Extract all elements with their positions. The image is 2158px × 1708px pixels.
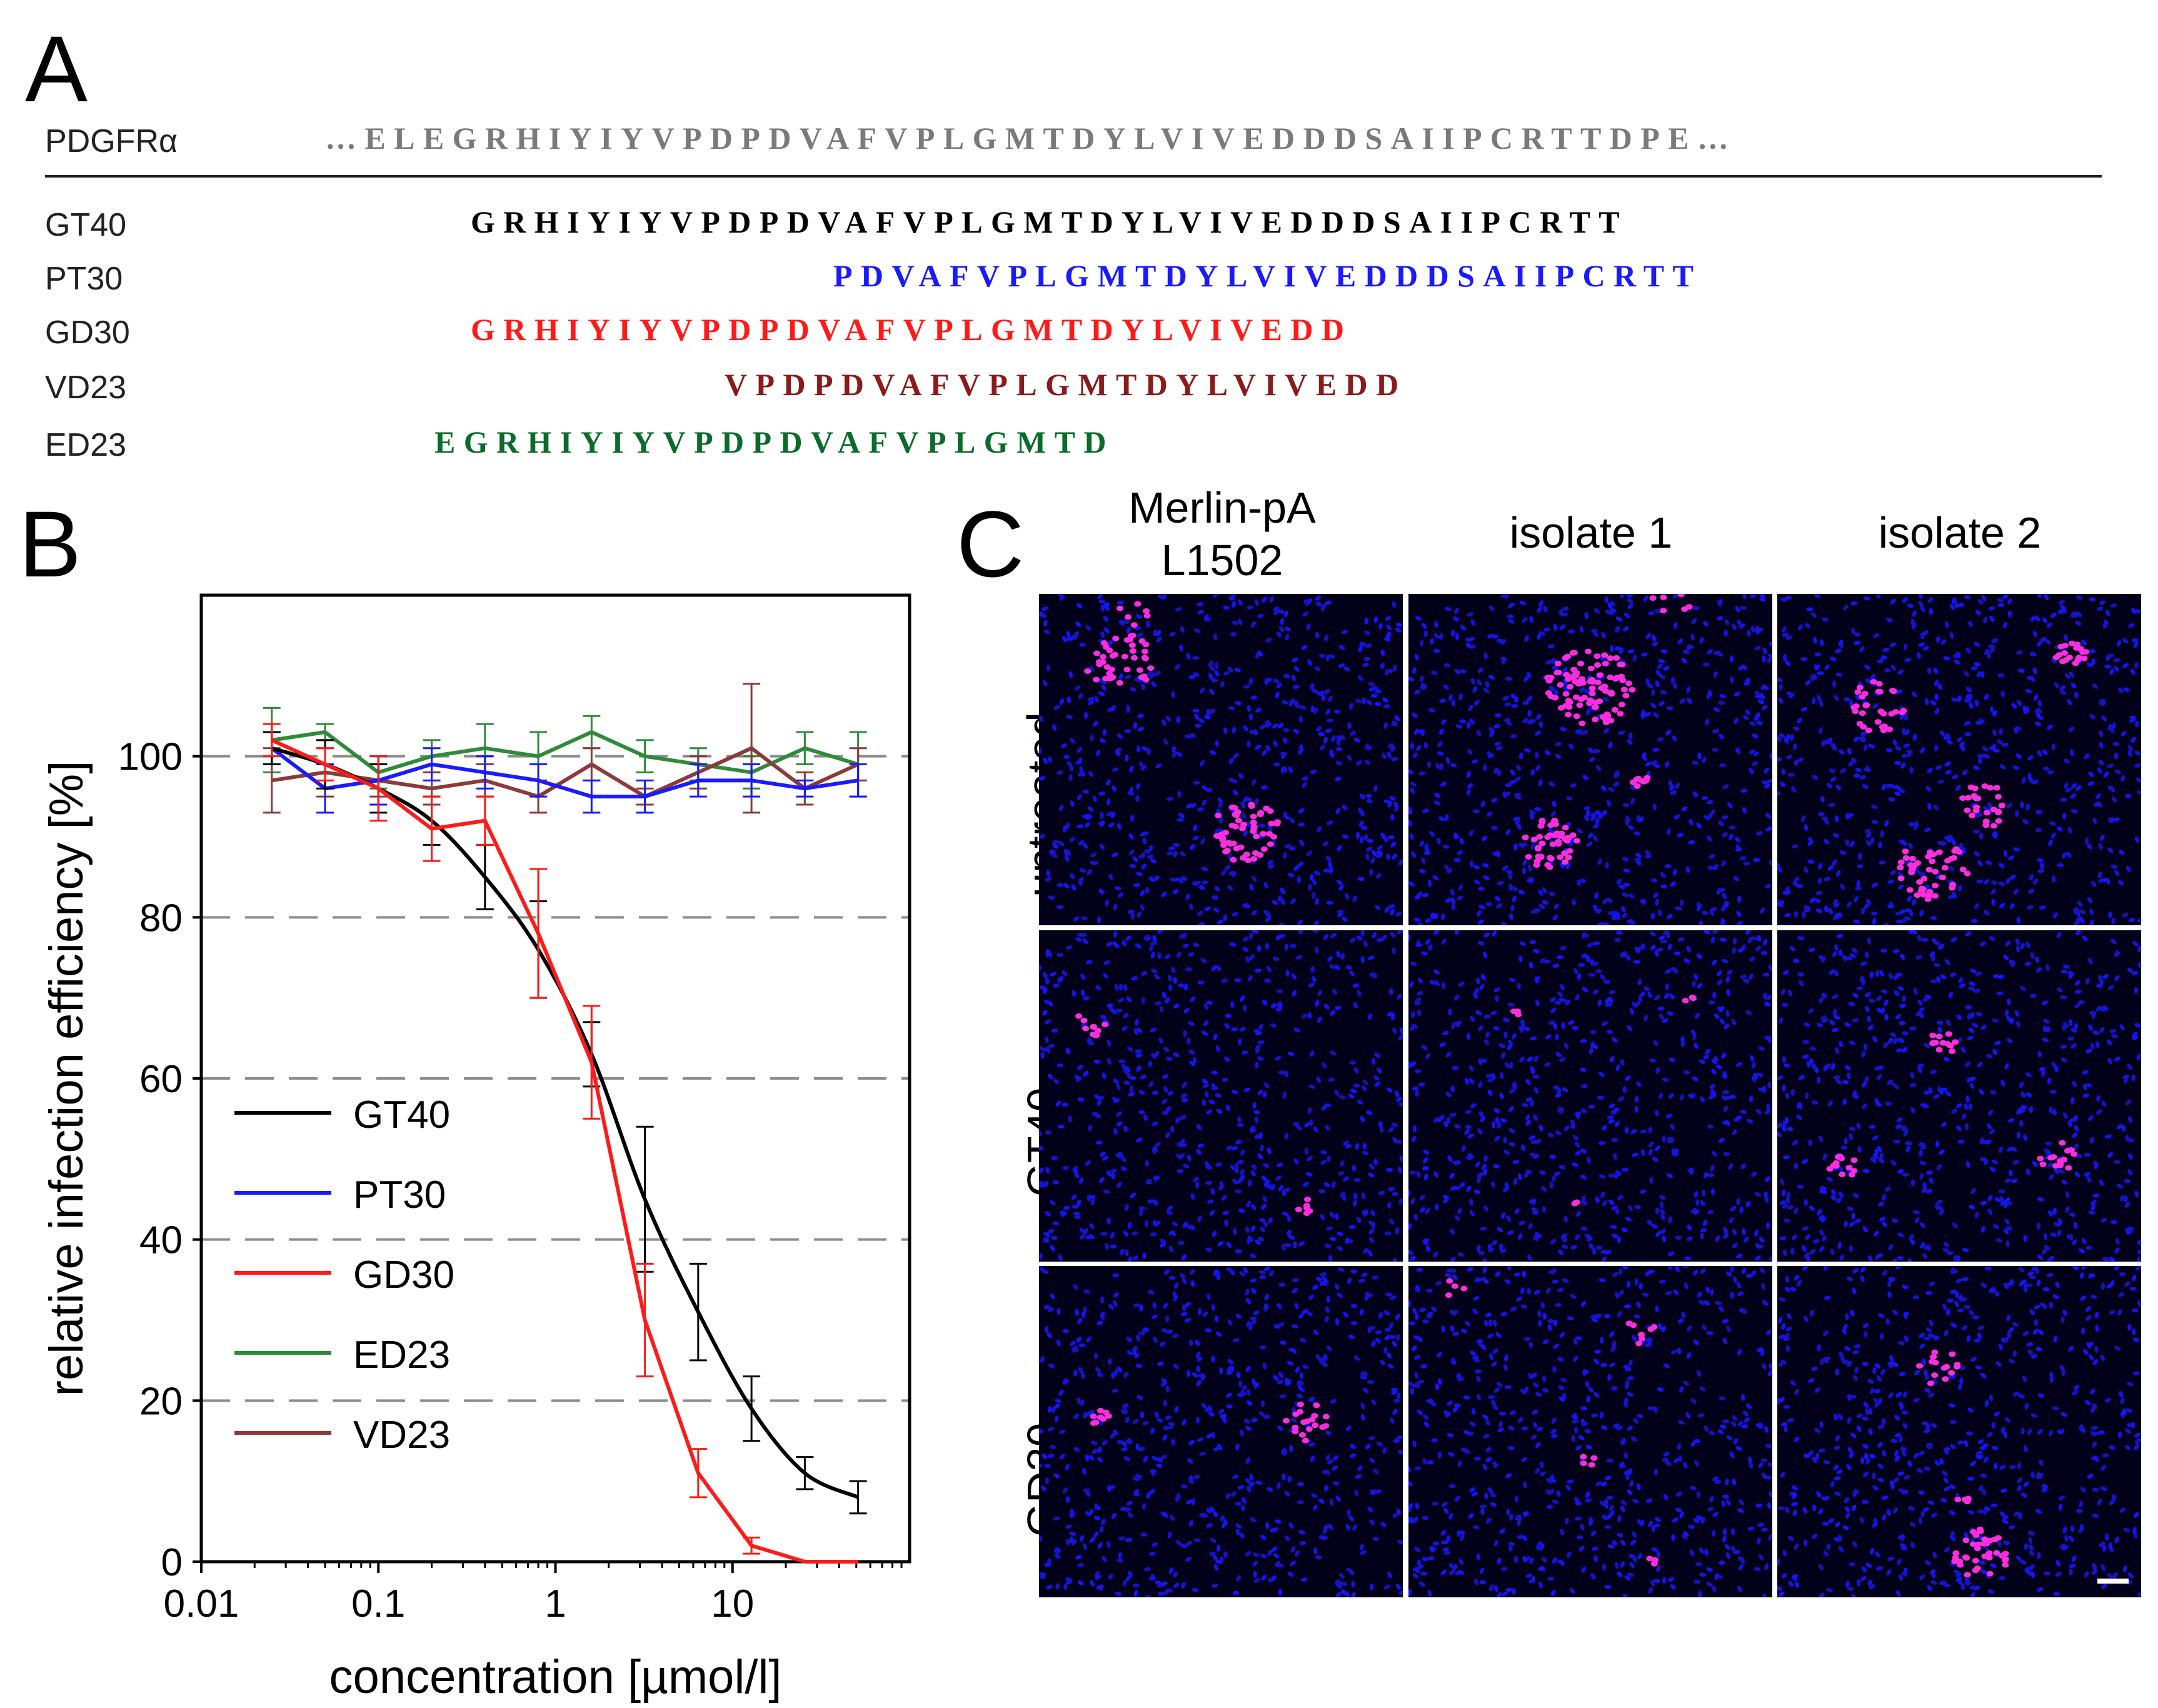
legend-label-ed23: ED23 <box>353 1334 450 1377</box>
legend-label-gt40: GT40 <box>353 1093 450 1137</box>
series-pt30 <box>263 731 867 814</box>
peptide-label-ed23: ED23 <box>45 427 127 463</box>
panel-c-letter: C <box>956 491 1025 596</box>
micrograph-gd30-isolate-2 <box>1777 1266 2141 1597</box>
y-tick-label: 80 <box>139 897 183 940</box>
series-line-gd30 <box>271 738 858 1564</box>
micrograph-gd30-merlin <box>1039 1266 1403 1597</box>
column-title-merlin-text: Merlin-pAL1502 <box>1128 483 1316 585</box>
micrograph-untreated-merlin <box>1039 594 1403 925</box>
micrograph-gt40-merlin <box>1039 930 1403 1262</box>
series-line-pt30 <box>270 746 859 799</box>
x-tick-label: 0.01 <box>164 1582 239 1625</box>
micrograph-gt40-isolate-2 <box>1777 930 2141 1262</box>
series-vd23 <box>263 683 867 814</box>
reference-sequence: …ELEGRHIYIYVPDPDVAFVPLGMTDYLVIVEDDDSAIIP… <box>325 121 1737 156</box>
series-gd30 <box>263 723 858 1564</box>
peptide-label-pt30: PT30 <box>45 261 123 297</box>
y-tick-label: 100 <box>118 736 183 779</box>
column-title-merlin: Merlin-pAL1502 <box>1038 481 1407 586</box>
legend-label-vd23: VD23 <box>353 1414 450 1457</box>
micrograph-image <box>1039 930 1403 1262</box>
micrograph-image <box>1777 1266 2141 1597</box>
micrograph-image <box>1777 930 2141 1262</box>
peptide-sequence-gd30: GRHIYIYVPDPDVAFVPLGMTDYLVIVEDD <box>471 312 1353 347</box>
micrograph-image <box>1777 594 2141 925</box>
micrograph-gt40-isolate-1 <box>1408 930 1772 1262</box>
peptide-label-gt40: GT40 <box>45 207 127 243</box>
peptide-sequence-pt30: PDVAFVPLGMTDYLVIVEDDDSAIIPCRTT <box>833 258 1702 293</box>
y-tick-label: 60 <box>139 1058 183 1101</box>
y-axis-label: relative infection efficiency [%] <box>40 761 93 1397</box>
legend-label-pt30: PT30 <box>353 1173 446 1217</box>
column-title-isolate-1: isolate 1 <box>1509 508 1673 557</box>
dose-response-chart: 0 20 40 60 80 100 0.01 0.1 1 10 concentration [µmo… <box>40 593 911 1704</box>
x-tick-label: 10 <box>711 1582 754 1625</box>
micrograph-gd30-isolate-1 <box>1408 1266 1772 1597</box>
reference-label: PDGFRα <box>45 123 178 159</box>
scale-bar <box>2097 1579 2129 1584</box>
panel-b-letter: B <box>19 491 82 596</box>
micrograph-image <box>1408 930 1772 1262</box>
panel-a-letter: A <box>25 16 88 121</box>
reference-divider <box>45 175 2102 178</box>
legend-label-gd30: GD30 <box>353 1253 454 1297</box>
peptide-label-gd30: GD30 <box>45 314 130 351</box>
y-tick-label: 40 <box>139 1219 183 1262</box>
series-line-vd23 <box>271 746 859 799</box>
x-tick-label: 1 <box>545 1582 566 1625</box>
micrograph-image <box>1039 1266 1403 1597</box>
peptide-sequence-ed23: EGRHIYIYVPDPDVAFVPLGMTD <box>434 424 1115 460</box>
column-title-isolate-2: isolate 2 <box>1878 508 2042 557</box>
micrograph-image <box>1408 1266 1772 1597</box>
micrograph-image <box>1408 594 1772 925</box>
x-axis-label: concentration [µmol/l] <box>329 1650 782 1704</box>
y-tick-label: 0 <box>161 1541 183 1584</box>
peptide-sequence-gt40: GRHIYIYVPDPDVAFVPLGMTDYLVIVEDDDSAIIPCRTT <box>471 204 1629 239</box>
micrograph-untreated-isolate-2 <box>1777 594 2141 925</box>
x-tick-label: 0.1 <box>351 1582 405 1625</box>
series-line-ed23 <box>271 730 859 775</box>
peptide-label-vd23: VD23 <box>45 369 127 406</box>
y-tick-label: 20 <box>139 1380 183 1423</box>
micrograph-untreated-isolate-1 <box>1408 594 1772 925</box>
peptide-sequence-vd23: VPDPDVAFVPLGMTDYLVIVEDD <box>725 367 1407 402</box>
micrograph-image <box>1039 594 1403 925</box>
